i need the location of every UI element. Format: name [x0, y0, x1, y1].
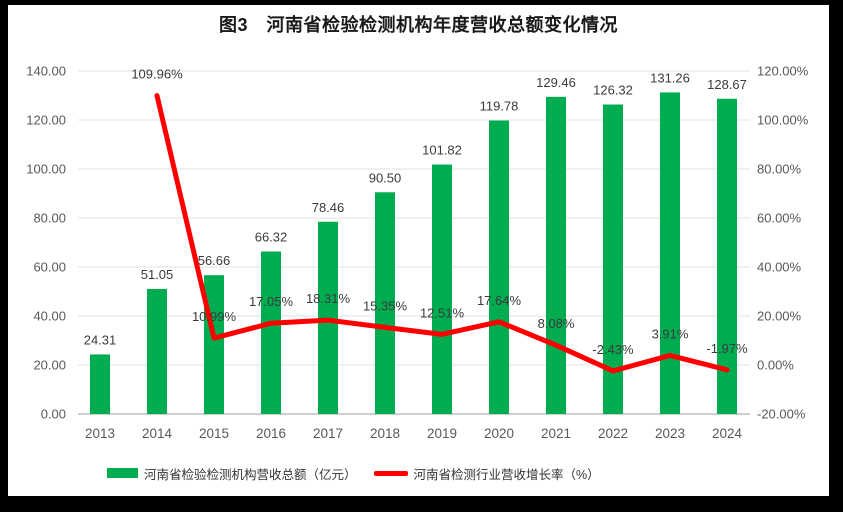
x-axis-tick-label: 2021: [541, 426, 571, 441]
x-axis-tick-label: 2013: [85, 426, 115, 441]
y-axis-right-tick-label: 20.00%: [757, 309, 802, 324]
x-axis-tick-label: 2022: [598, 426, 628, 441]
x-axis-tick-label: 2020: [484, 426, 514, 441]
legend-line-swatch: [373, 470, 408, 476]
growth-line: [154, 93, 730, 374]
x-axis-tick-label: 2024: [712, 426, 743, 441]
line-value-label: -1.97%: [706, 341, 748, 356]
legend-item-line: 河南省检测行业营收增长率（%）: [373, 464, 600, 483]
y-axis-left-tick-label: 120.00: [26, 113, 66, 128]
chart-canvas: 0.00 20.00 40.00 60.00 80.00 100.00 120.00 140.…: [8, 5, 829, 496]
bar-value-label: 131.26: [650, 70, 690, 85]
x-axis-tick-label: 2014: [142, 426, 173, 441]
y-axis-right-tick-label: 120.00%: [757, 64, 809, 79]
x-axis-tick-label: 2017: [313, 426, 343, 441]
bar-value-label: 66.32: [255, 230, 288, 245]
y-axis-left-tick-label: 0.00: [41, 407, 66, 422]
y-axis-right-tick-label: 60.00%: [757, 211, 802, 226]
chart-title: 图3 河南省检验检测机构年度营收总额变化情况: [218, 15, 618, 35]
y-axis-left-tick-label: 100.00: [26, 162, 66, 177]
line-value-label: 15.35%: [363, 298, 408, 313]
x-axis-tick-label: 2023: [655, 426, 685, 441]
y-axis-left-tick-label: 20.00: [33, 358, 66, 373]
bar: [717, 98, 737, 415]
x-axis-tick-label: 2016: [256, 426, 286, 441]
legend-line-label: 河南省检测行业营收增长率（%）: [413, 467, 600, 482]
y-axis-right-tick-label: 40.00%: [757, 260, 802, 275]
line-value-label: 8.08%: [538, 316, 575, 331]
bar-value-label: 24.31: [84, 332, 117, 347]
line-value-label: 3.91%: [652, 326, 689, 341]
bar-value-label: 78.46: [312, 200, 345, 215]
y-axis-left-tick-label: 140.00: [26, 64, 66, 79]
bar-value-label: 101.82: [422, 143, 462, 158]
bar: [660, 92, 680, 415]
y-axis-left-tick-label: 80.00: [33, 211, 66, 226]
bar-value-label: 129.46: [536, 75, 576, 90]
line-value-label: 17.05%: [249, 294, 294, 309]
legend-bar-swatch: [107, 468, 138, 478]
bar-value-label: 90.50: [369, 170, 402, 185]
y-axis-right-tick-label: 80.00%: [757, 162, 802, 177]
line-value-label: 12.51%: [420, 305, 465, 320]
line-value-label: 18.31%: [306, 291, 351, 306]
bar: [261, 251, 281, 414]
y-axis-right-tick-label: 0.00%: [757, 358, 794, 373]
chart-legend: 河南省检验检测机构营收总额（亿元） 河南省检测行业营收增长率（%）: [107, 463, 600, 483]
line-value-label: -2.43%: [592, 342, 634, 357]
bar-value-label: 128.67: [707, 77, 747, 92]
line-value-label: 109.96%: [131, 67, 183, 82]
bar: [603, 104, 623, 415]
y-axis-left-tick-label: 60.00: [33, 260, 66, 275]
bar: [432, 164, 452, 414]
bar: [204, 275, 224, 414]
y-axis-right-tick-label: -20.00%: [757, 407, 806, 422]
bar: [147, 288, 167, 414]
chart-plot: 0.00 20.00 40.00 60.00 80.00 100.00 120.00 140.…: [26, 64, 809, 442]
bar-value-label: 119.78: [480, 99, 519, 114]
bar: [546, 96, 566, 414]
bar-value-label: 51.05: [141, 267, 174, 282]
bar: [375, 192, 395, 414]
bar-value-label: 56.66: [198, 253, 231, 268]
bar-value-label: 126.32: [593, 83, 633, 98]
x-axis-tick-label: 2015: [199, 426, 229, 441]
bar: [489, 120, 509, 414]
legend-item-bar: 河南省检验检测机构营收总额（亿元）: [107, 464, 357, 483]
x-axis-tick-label: 2019: [427, 426, 457, 441]
line-value-label: 17.64%: [477, 293, 522, 308]
y-axis-right-tick-label: 100.00%: [757, 113, 809, 128]
y-axis-left-tick-label: 40.00: [33, 309, 66, 324]
x-axis-tick-label: 2018: [370, 426, 400, 441]
legend-bar-label: 河南省检验检测机构营收总额（亿元）: [144, 467, 357, 482]
line-value-label: 10.99%: [192, 309, 237, 324]
bar: [90, 354, 110, 414]
